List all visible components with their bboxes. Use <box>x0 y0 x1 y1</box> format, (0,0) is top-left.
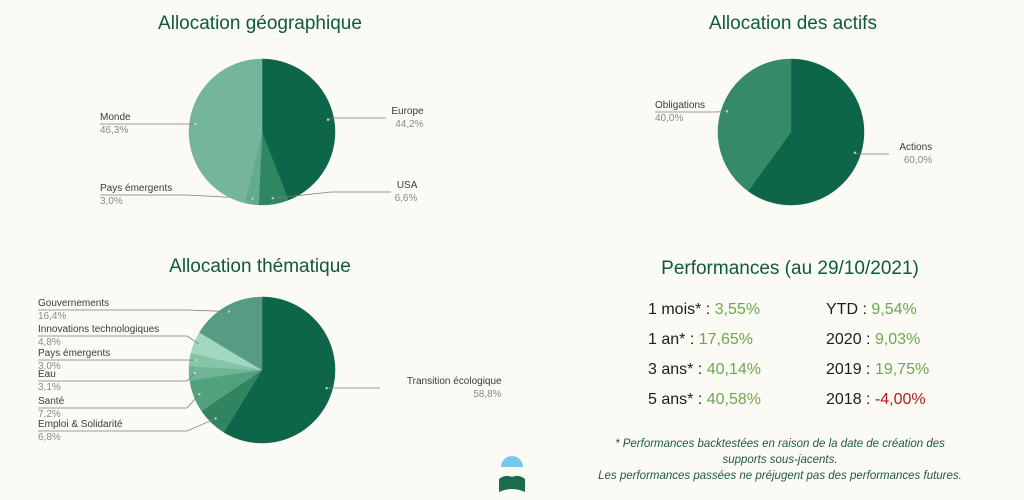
performance-label: 3 ans* : <box>648 361 707 378</box>
pie-slice <box>261 58 336 201</box>
performance-label: 2018 : <box>826 391 875 408</box>
leader-dot <box>853 151 857 154</box>
slice-label: Transition écologique <box>407 376 502 387</box>
performance-value: 40,14% <box>706 361 761 378</box>
leader-line <box>38 309 229 312</box>
leader-dot <box>325 387 328 390</box>
leader-dot <box>194 359 197 362</box>
performance-value: 9,03% <box>874 331 921 348</box>
asset-chart-title: Allocation des actifs <box>709 13 877 34</box>
leader-dot <box>193 371 197 375</box>
slice-label: Santé <box>38 396 65 407</box>
leader-line <box>38 335 201 345</box>
slice-label: Emploi & Solidarité <box>38 419 123 430</box>
pie-slice <box>747 58 865 206</box>
slice-label: Pays émergents <box>38 348 110 359</box>
slice-label: Innovations technologiques <box>38 324 159 335</box>
slice-value: 4,8% <box>38 337 61 348</box>
performance-label: 2020 : <box>826 331 875 348</box>
leader-line <box>655 110 728 113</box>
slice-value: 6,6% <box>395 193 418 204</box>
slice-value: 3,0% <box>100 196 123 207</box>
performance-label: 2019 : <box>826 361 875 378</box>
performance-row: 3 ans* : 40,14% <box>648 361 761 379</box>
slice-value: 60,0% <box>904 155 932 166</box>
performance-row: 1 an* : 17,65% <box>648 331 753 349</box>
footnote-line: Les performances passées ne préjugent pa… <box>598 470 962 482</box>
pie-slice <box>223 296 336 444</box>
thematic-chart-title: Allocation thématique <box>169 256 351 277</box>
slice-label: Gouvernements <box>38 298 109 309</box>
leader-dot <box>198 393 201 396</box>
slice-label: USA <box>397 180 418 191</box>
leader-dot <box>198 343 202 346</box>
performance-row: 5 ans* : 40,58% <box>648 391 761 409</box>
performance-label: 1 an* : <box>648 331 699 348</box>
leader-line <box>38 393 200 409</box>
performance-row: 2019 : 19,75% <box>826 361 929 379</box>
slice-label: Obligations <box>655 100 705 111</box>
leader-dot <box>227 310 231 313</box>
slice-value: 3,1% <box>38 382 61 393</box>
slice-value: 46,3% <box>100 125 128 136</box>
pie-chart: Transition écologique 58,8% Emploi & Solid… <box>38 296 502 444</box>
geo-chart-title: Allocation géographique <box>158 13 362 34</box>
performance-value: 9,54% <box>871 301 917 318</box>
performance-row: 1 mois* : 3,55% <box>648 301 760 319</box>
slice-value: 3,0% <box>38 361 61 372</box>
pie-slice <box>717 58 792 192</box>
slice-label: Monde <box>100 112 131 123</box>
performance-value: 40,58% <box>706 391 761 408</box>
leader-line <box>854 152 889 155</box>
pie-chart: Actions 60,0% Obligations 40,0% <box>655 58 932 206</box>
performance-value: -4,00% <box>874 391 926 408</box>
mountain-sun-logo-icon <box>499 456 525 492</box>
slice-label: Actions <box>899 142 932 153</box>
slice-value: 40,0% <box>655 113 683 124</box>
leader-dot <box>214 417 217 420</box>
performance-value: 3,55% <box>714 301 761 318</box>
performance-label: 5 ans* : <box>648 391 707 408</box>
leader-line <box>327 117 386 121</box>
leader-dot <box>194 122 197 126</box>
performance-row: 2020 : 9,03% <box>826 331 920 349</box>
slice-label: Pays émergents <box>100 183 172 194</box>
pie-slice <box>199 296 263 371</box>
leader-dot <box>725 110 729 113</box>
leader-dot <box>326 118 330 121</box>
slice-label: Europe <box>391 106 424 117</box>
performance-label: 1 mois* : <box>648 301 715 318</box>
leader-line <box>38 418 216 432</box>
slice-value: 44,2% <box>395 119 423 130</box>
performance-value: 19,75% <box>874 361 930 378</box>
performance-label: YTD : <box>826 301 872 318</box>
performance-title: Performances (au 29/10/2021) <box>661 258 919 279</box>
slice-value: 16,4% <box>38 311 66 322</box>
pie-slice <box>188 58 263 204</box>
leader-line <box>38 372 196 382</box>
performance-row: YTD : 9,54% <box>826 301 917 319</box>
performance-row: 2018 : -4,00% <box>826 391 926 409</box>
slice-value: 58,8% <box>473 389 501 400</box>
slice-value: 7,2% <box>38 409 61 420</box>
slice-value: 6,8% <box>38 432 61 443</box>
footnote-line: supports sous-jacents. <box>722 454 838 466</box>
leader-dot <box>251 197 254 200</box>
leader-dot <box>271 197 274 200</box>
slice-label: Eau <box>38 369 56 380</box>
pie-chart: Europe 44,2% USA 6,6% Pays émergents 3,0% Mond… <box>100 58 424 207</box>
footnote-line: * Performances backtestées en raison de … <box>615 438 945 450</box>
performance-value: 17,65% <box>698 331 753 348</box>
leader-line <box>272 191 391 199</box>
performance-footnote: * Performances backtestées en raison de … <box>560 436 1000 484</box>
